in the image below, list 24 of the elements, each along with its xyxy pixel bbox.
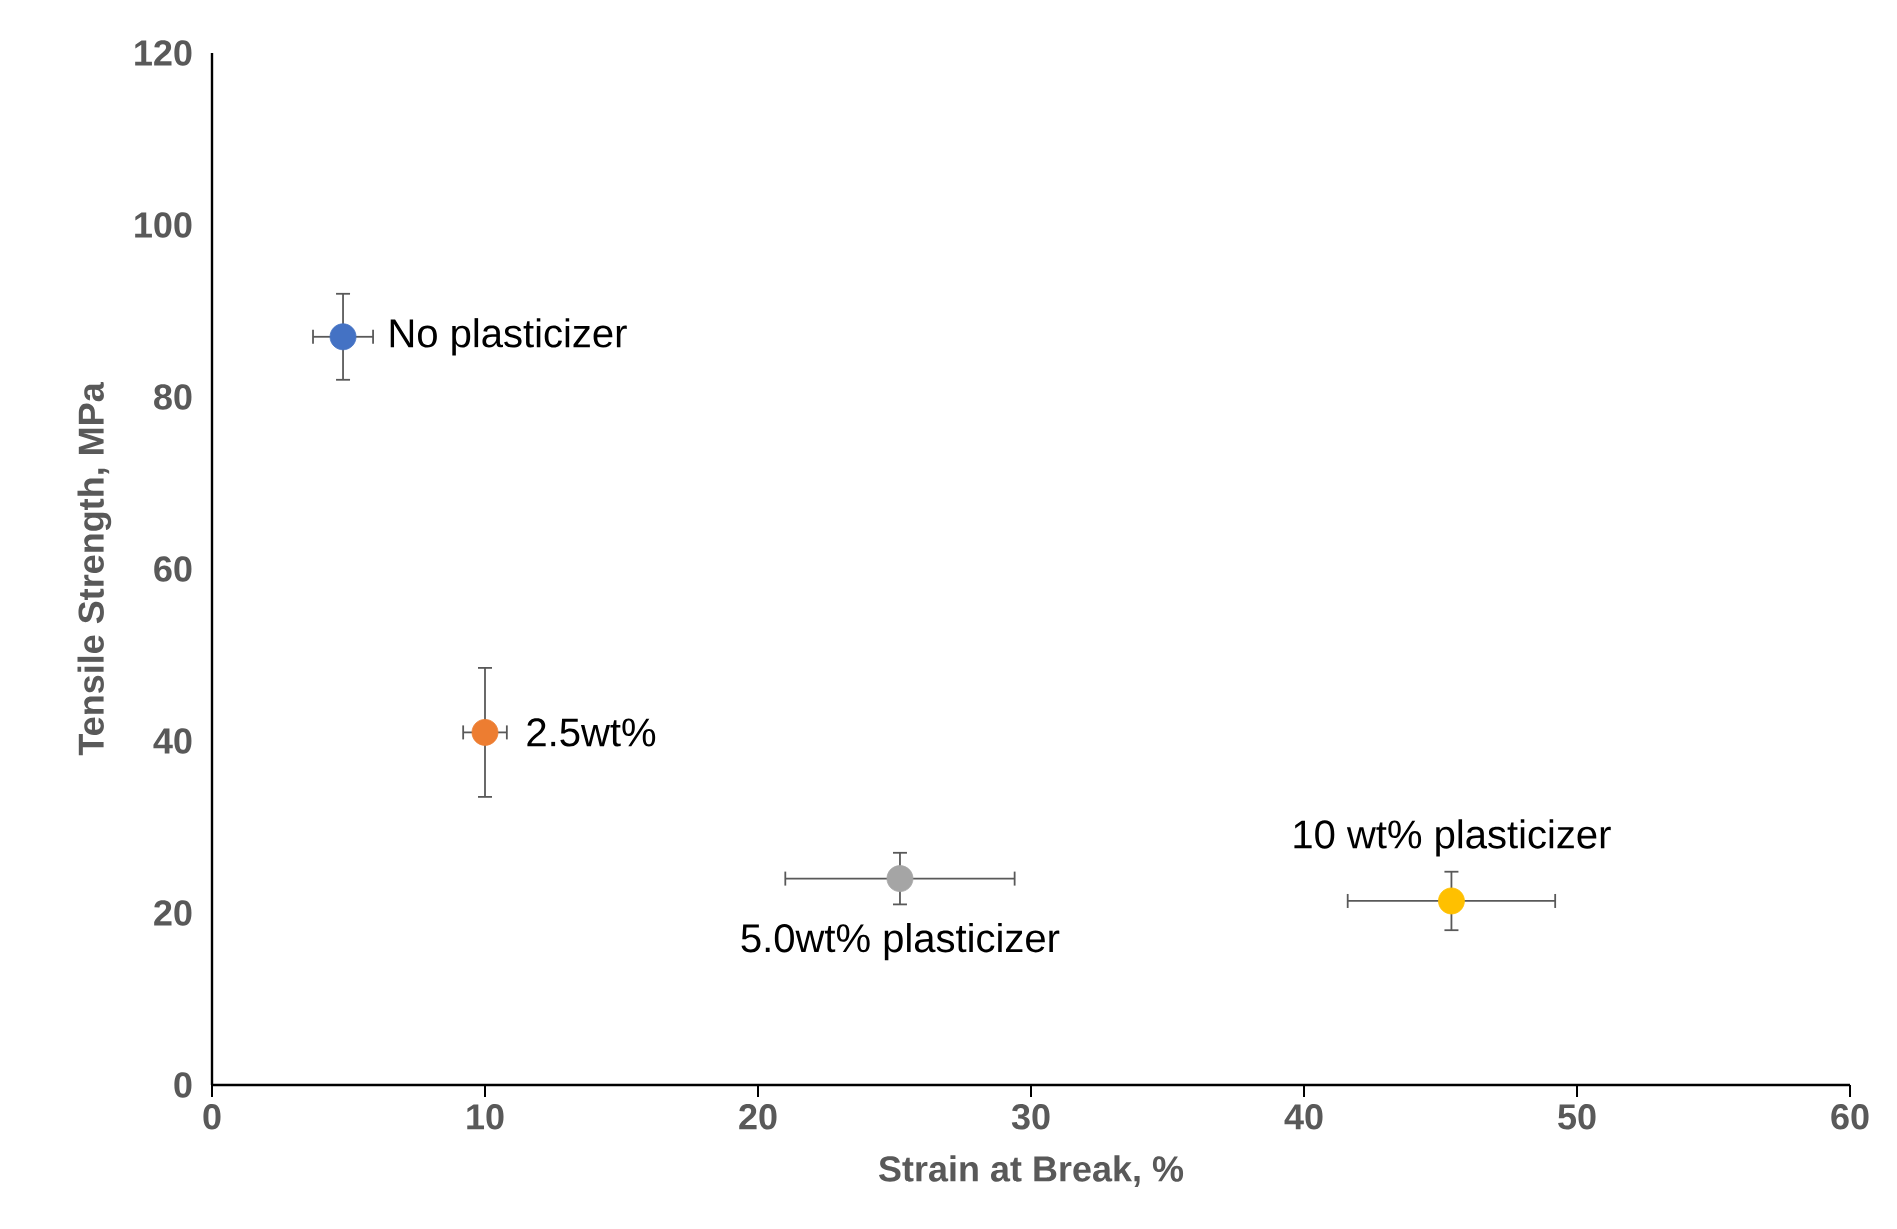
x-tick-label: 50 — [1558, 1104, 1596, 1130]
x-tick-label: 10 — [467, 1104, 504, 1130]
point — [886, 865, 914, 892]
annotation: 5.0wt% plasticizer — [741, 922, 1060, 961]
y-tick-label: 100 — [135, 212, 192, 238]
y-tick-label: 120 — [135, 40, 192, 66]
x-tick-label: 0 — [203, 1104, 221, 1130]
point — [329, 323, 357, 351]
y-tick-label: 40 — [153, 728, 192, 754]
point — [1438, 887, 1465, 915]
x-tick-label: 30 — [1011, 1104, 1050, 1130]
y-tick-label: 80 — [154, 384, 192, 410]
point — [471, 719, 499, 746]
annotation: 2.5wt% — [527, 718, 656, 747]
annotation: 10 wt% plasticizer — [1294, 819, 1611, 857]
annotation: No plasticizer — [390, 318, 627, 356]
x-tick-label: 40 — [1284, 1104, 1323, 1130]
y-axis-title: Tensile Strength, MPa — [77, 382, 112, 756]
y-tick-label: 0 — [174, 1072, 192, 1098]
y-tick-label: 20 — [154, 900, 192, 926]
y-tick-label: 60 — [154, 556, 192, 582]
x-tick-label: 60 — [1831, 1104, 1869, 1130]
x-axis-title: Strain at Break, % — [878, 1155, 1184, 1187]
x-tick-label: 20 — [739, 1104, 777, 1130]
